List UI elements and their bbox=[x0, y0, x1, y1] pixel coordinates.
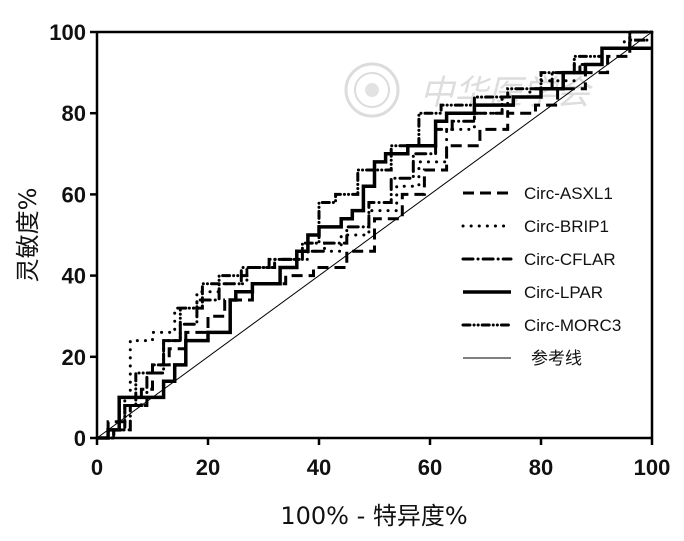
x-tick-label: 60 bbox=[418, 455, 442, 480]
legend-label-circ-morc3: Circ-MORC3 bbox=[524, 316, 621, 335]
legend-label-reference: 参考线 bbox=[531, 349, 582, 368]
y-axis-title: 灵敏度% bbox=[14, 188, 42, 283]
y-tick-label: 80 bbox=[62, 101, 86, 126]
legend-label-circ-lpar: Circ-LPAR bbox=[524, 283, 603, 302]
y-tick-label: 60 bbox=[62, 182, 86, 207]
series-line-circ-morc3 bbox=[95, 30, 654, 440]
legend-label-circ-brip1: Circ-BRIP1 bbox=[524, 217, 609, 236]
series-line-circ-brip1 bbox=[95, 38, 654, 440]
y-tick-label: 40 bbox=[62, 264, 86, 289]
x-tick-label: 80 bbox=[529, 455, 553, 480]
x-tick-label: 40 bbox=[307, 455, 331, 480]
axes bbox=[95, 30, 654, 440]
y-tick-label: 100 bbox=[49, 20, 86, 45]
y-tick-label: 0 bbox=[74, 426, 86, 451]
x-tick-label: 0 bbox=[91, 455, 103, 480]
legend-label-circ-asxl1: Circ-ASXL1 bbox=[524, 184, 613, 203]
series-line-circ-asxl1 bbox=[97, 38, 652, 440]
series-line-reference bbox=[96, 31, 653, 439]
series-layer bbox=[95, 30, 654, 440]
x-tick-label: 20 bbox=[196, 455, 220, 480]
x-tick-label: 100 bbox=[634, 455, 671, 480]
series-line-circ-cflar bbox=[95, 30, 654, 440]
series-line-circ-lpar bbox=[97, 46, 652, 440]
legend: Circ-ASXL1 Circ-BRIP1 Circ-CFLAR Circ-LPAR C… bbox=[461, 184, 621, 368]
legend-label-circ-cflar: Circ-CFLAR bbox=[524, 250, 616, 269]
y-tick-label: 20 bbox=[62, 345, 86, 370]
x-axis-title: 100% - 特异度% bbox=[280, 502, 467, 530]
ticks: 0 20 40 60 80 100 0 20 40 60 80 100 bbox=[49, 20, 670, 480]
